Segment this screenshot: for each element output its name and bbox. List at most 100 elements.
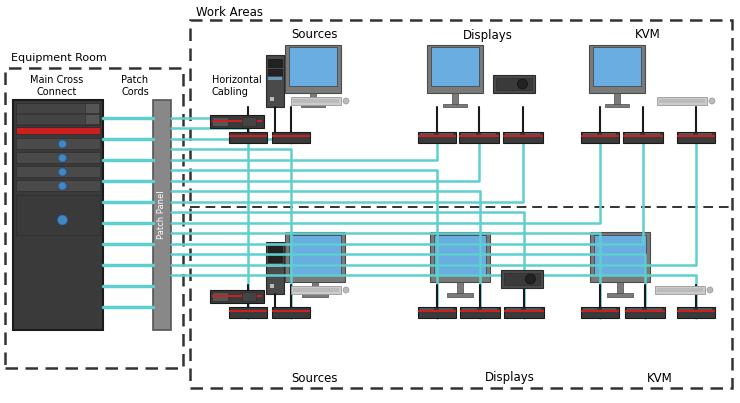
Bar (16, 138, 100, 149)
Bar (268, 264, 282, 267)
Bar (418, 307, 456, 318)
Circle shape (58, 168, 67, 176)
Bar (166, 193, 170, 213)
Circle shape (343, 287, 349, 293)
Bar (526, 308, 541, 310)
Bar (289, 235, 341, 274)
Text: Work Areas: Work Areas (196, 6, 263, 19)
Bar (481, 133, 497, 135)
Bar (645, 133, 660, 135)
Bar (210, 115, 264, 128)
Bar (581, 307, 619, 318)
Bar (677, 310, 715, 312)
Bar (457, 282, 463, 293)
Bar (589, 45, 645, 93)
Circle shape (58, 182, 67, 190)
Bar (268, 69, 282, 75)
Bar (270, 97, 274, 101)
Bar (460, 307, 500, 318)
Bar (623, 135, 663, 137)
Circle shape (709, 98, 715, 104)
Bar (266, 242, 284, 294)
Bar (617, 282, 623, 293)
Bar (677, 307, 715, 318)
Bar (272, 132, 310, 143)
Text: Patch Panel: Patch Panel (158, 191, 166, 239)
Bar (16, 152, 100, 163)
Bar (504, 273, 540, 285)
Circle shape (707, 287, 713, 293)
Bar (452, 93, 458, 104)
Bar (447, 293, 473, 297)
Bar (657, 288, 703, 292)
Bar (13, 100, 103, 330)
Text: Displays: Displays (485, 372, 535, 384)
Bar (285, 232, 345, 282)
Bar (431, 48, 479, 86)
Bar (166, 126, 170, 146)
Bar (268, 256, 282, 262)
Bar (268, 246, 282, 254)
Bar (482, 308, 497, 310)
Bar (420, 308, 434, 310)
Bar (243, 292, 256, 301)
Bar (503, 132, 543, 143)
Bar (506, 308, 521, 310)
Bar (190, 20, 732, 388)
Bar (434, 235, 485, 274)
Bar (16, 166, 100, 177)
Bar (16, 195, 100, 235)
Bar (657, 97, 707, 105)
Bar (581, 310, 619, 312)
Bar (659, 99, 705, 103)
Bar (166, 237, 170, 258)
Text: Sources: Sources (292, 29, 338, 42)
Bar (493, 75, 535, 93)
Bar (655, 286, 705, 294)
Bar (496, 78, 532, 90)
Circle shape (517, 79, 528, 89)
Bar (16, 103, 100, 113)
Bar (459, 135, 499, 137)
Bar (420, 133, 434, 135)
Bar (166, 104, 170, 124)
Circle shape (58, 215, 67, 225)
Bar (625, 310, 665, 312)
Bar (16, 114, 100, 124)
Text: Main Cross
Connect: Main Cross Connect (30, 75, 84, 97)
Bar (153, 100, 171, 330)
Bar (300, 104, 326, 108)
Bar (291, 97, 341, 105)
Bar (623, 132, 663, 143)
Circle shape (58, 154, 67, 162)
Bar (266, 55, 284, 107)
Bar (679, 133, 693, 135)
Bar (427, 45, 483, 93)
Bar (501, 270, 543, 288)
Bar (679, 308, 693, 310)
Bar (583, 308, 597, 310)
Bar (605, 104, 629, 108)
Bar (625, 133, 640, 135)
Bar (166, 282, 170, 302)
Bar (462, 308, 477, 310)
Bar (460, 310, 500, 312)
Bar (614, 93, 620, 104)
Bar (602, 308, 616, 310)
Bar (272, 310, 310, 312)
Circle shape (525, 274, 536, 284)
Bar (166, 215, 170, 235)
Bar (85, 114, 99, 124)
Bar (212, 117, 228, 126)
Bar (443, 104, 468, 108)
Bar (418, 310, 456, 312)
Bar (583, 133, 597, 135)
Bar (166, 304, 170, 324)
Bar (430, 232, 490, 282)
Bar (602, 133, 616, 135)
Text: KVM: KVM (647, 372, 673, 384)
Bar (607, 293, 633, 297)
Text: Displays: Displays (463, 29, 513, 42)
Bar (291, 286, 341, 294)
Text: Patch
Cords: Patch Cords (121, 75, 149, 97)
